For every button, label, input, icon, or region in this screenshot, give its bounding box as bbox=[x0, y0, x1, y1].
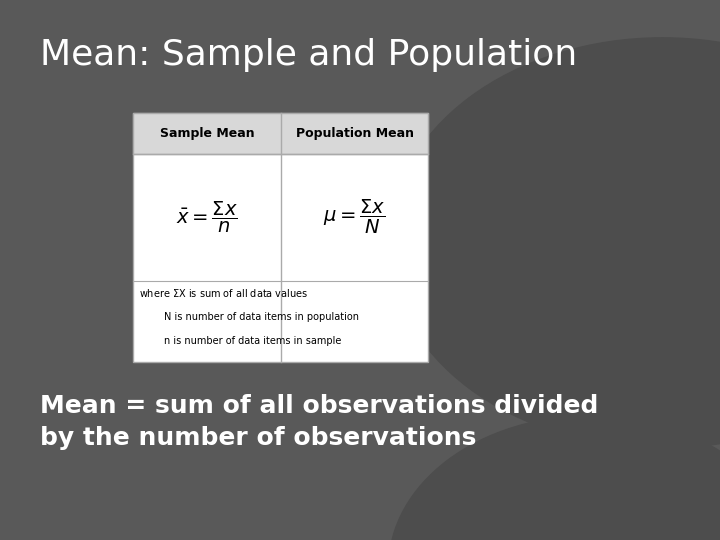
Text: N is number of data items in population: N is number of data items in population bbox=[164, 312, 359, 322]
Circle shape bbox=[389, 38, 720, 448]
Text: Sample Mean: Sample Mean bbox=[160, 127, 254, 140]
Text: n is number of data items in sample: n is number of data items in sample bbox=[164, 336, 341, 346]
Text: $\bar{x} = \dfrac{\Sigma x}{n}$: $\bar{x} = \dfrac{\Sigma x}{n}$ bbox=[176, 200, 238, 235]
Text: where $\Sigma$X is sum of all data values: where $\Sigma$X is sum of all data value… bbox=[139, 287, 308, 299]
Text: Mean = sum of all observations divided
by the number of observations: Mean = sum of all observations divided b… bbox=[40, 394, 598, 450]
Text: $\mu = \dfrac{\Sigma x}{N}$: $\mu = \dfrac{\Sigma x}{N}$ bbox=[323, 198, 386, 237]
FancyBboxPatch shape bbox=[133, 113, 428, 154]
FancyBboxPatch shape bbox=[133, 113, 428, 362]
Text: Population Mean: Population Mean bbox=[296, 127, 413, 140]
Circle shape bbox=[389, 416, 720, 540]
Text: Mean: Sample and Population: Mean: Sample and Population bbox=[40, 38, 577, 72]
